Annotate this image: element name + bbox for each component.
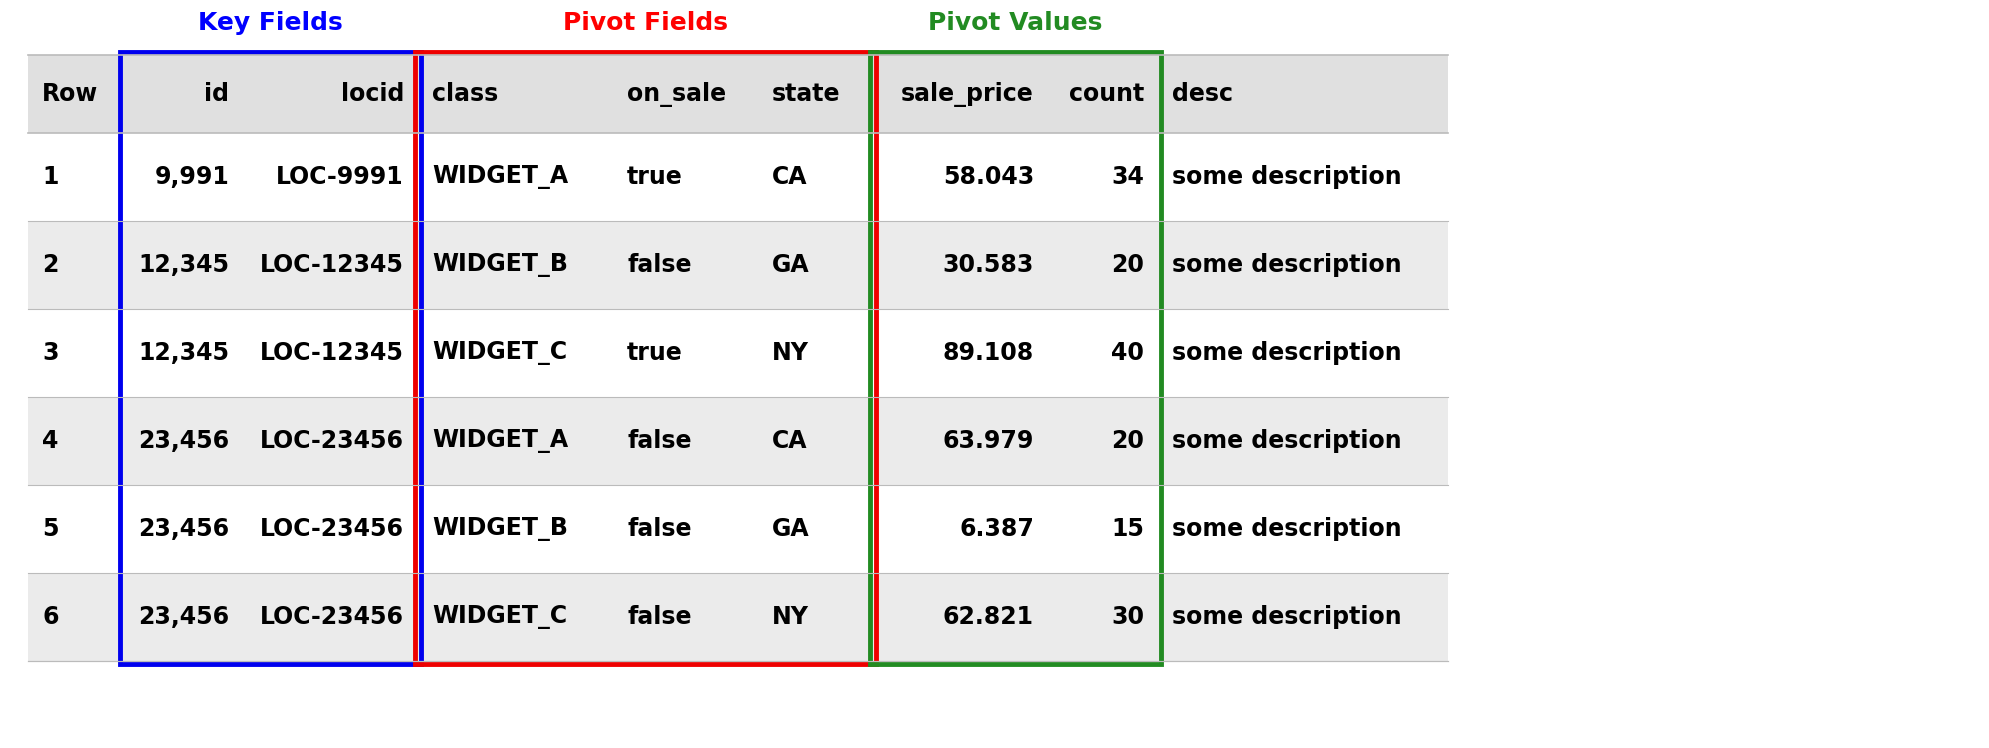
Text: count: count bbox=[1068, 82, 1144, 106]
Text: some description: some description bbox=[1172, 253, 1400, 277]
Text: 9,991: 9,991 bbox=[155, 165, 229, 189]
Bar bbox=[119, 52, 422, 664]
Bar bbox=[28, 397, 1448, 485]
Bar bbox=[28, 309, 1448, 397]
Text: 12,345: 12,345 bbox=[137, 341, 229, 365]
Text: on_sale: on_sale bbox=[627, 82, 726, 106]
Text: 23,456: 23,456 bbox=[137, 605, 229, 629]
Text: 12,345: 12,345 bbox=[137, 253, 229, 277]
Text: GA: GA bbox=[772, 253, 810, 277]
Text: 34: 34 bbox=[1110, 165, 1144, 189]
Text: 15: 15 bbox=[1110, 517, 1144, 541]
Text: CA: CA bbox=[772, 165, 808, 189]
Text: WIDGET_C: WIDGET_C bbox=[432, 605, 567, 629]
Text: Pivot Values: Pivot Values bbox=[927, 11, 1102, 35]
Text: true: true bbox=[627, 341, 682, 365]
Text: true: true bbox=[627, 165, 682, 189]
Text: locid: locid bbox=[340, 82, 404, 106]
Text: 20: 20 bbox=[1110, 429, 1144, 453]
Text: 23,456: 23,456 bbox=[137, 429, 229, 453]
Text: some description: some description bbox=[1172, 341, 1400, 365]
Text: 5: 5 bbox=[42, 517, 58, 541]
Text: 58.043: 58.043 bbox=[943, 165, 1034, 189]
Text: false: false bbox=[627, 253, 690, 277]
Text: 2: 2 bbox=[42, 253, 58, 277]
Text: WIDGET_B: WIDGET_B bbox=[432, 253, 567, 277]
Text: LOC-12345: LOC-12345 bbox=[261, 341, 404, 365]
Text: WIDGET_A: WIDGET_A bbox=[432, 165, 567, 189]
Text: NY: NY bbox=[772, 605, 810, 629]
Text: some description: some description bbox=[1172, 605, 1400, 629]
Bar bbox=[869, 52, 1160, 664]
Text: 20: 20 bbox=[1110, 253, 1144, 277]
Text: 23,456: 23,456 bbox=[137, 517, 229, 541]
Text: false: false bbox=[627, 605, 690, 629]
Text: id: id bbox=[205, 82, 229, 106]
Text: some description: some description bbox=[1172, 429, 1400, 453]
Text: 63.979: 63.979 bbox=[943, 429, 1034, 453]
Text: CA: CA bbox=[772, 429, 808, 453]
Text: class: class bbox=[432, 82, 497, 106]
Bar bbox=[28, 133, 1448, 221]
Text: 30.583: 30.583 bbox=[943, 253, 1034, 277]
Text: 4: 4 bbox=[42, 429, 58, 453]
Bar bbox=[28, 55, 1448, 133]
Text: some description: some description bbox=[1172, 165, 1400, 189]
Text: LOC-23456: LOC-23456 bbox=[261, 517, 404, 541]
Text: Row: Row bbox=[42, 82, 97, 106]
Text: NY: NY bbox=[772, 341, 810, 365]
Text: WIDGET_B: WIDGET_B bbox=[432, 517, 567, 541]
Text: 6.387: 6.387 bbox=[959, 517, 1034, 541]
Text: Key Fields: Key Fields bbox=[199, 11, 342, 35]
Text: WIDGET_A: WIDGET_A bbox=[432, 429, 567, 453]
Text: LOC-12345: LOC-12345 bbox=[261, 253, 404, 277]
Text: LOC-23456: LOC-23456 bbox=[261, 429, 404, 453]
Bar bbox=[28, 221, 1448, 309]
Bar bbox=[28, 485, 1448, 573]
Bar bbox=[416, 52, 875, 664]
Text: LOC-9991: LOC-9991 bbox=[276, 165, 404, 189]
Text: sale_price: sale_price bbox=[901, 82, 1034, 106]
Text: 6: 6 bbox=[42, 605, 58, 629]
Text: false: false bbox=[627, 429, 690, 453]
Text: GA: GA bbox=[772, 517, 810, 541]
Text: false: false bbox=[627, 517, 690, 541]
Text: 89.108: 89.108 bbox=[943, 341, 1034, 365]
Text: 40: 40 bbox=[1110, 341, 1144, 365]
Text: 62.821: 62.821 bbox=[943, 605, 1034, 629]
Text: WIDGET_C: WIDGET_C bbox=[432, 341, 567, 365]
Text: LOC-23456: LOC-23456 bbox=[261, 605, 404, 629]
Text: desc: desc bbox=[1172, 82, 1233, 106]
Text: some description: some description bbox=[1172, 517, 1400, 541]
Text: state: state bbox=[772, 82, 839, 106]
Text: 1: 1 bbox=[42, 165, 58, 189]
Text: Pivot Fields: Pivot Fields bbox=[563, 11, 728, 35]
Text: 3: 3 bbox=[42, 341, 58, 365]
Bar bbox=[28, 573, 1448, 661]
Text: 30: 30 bbox=[1110, 605, 1144, 629]
